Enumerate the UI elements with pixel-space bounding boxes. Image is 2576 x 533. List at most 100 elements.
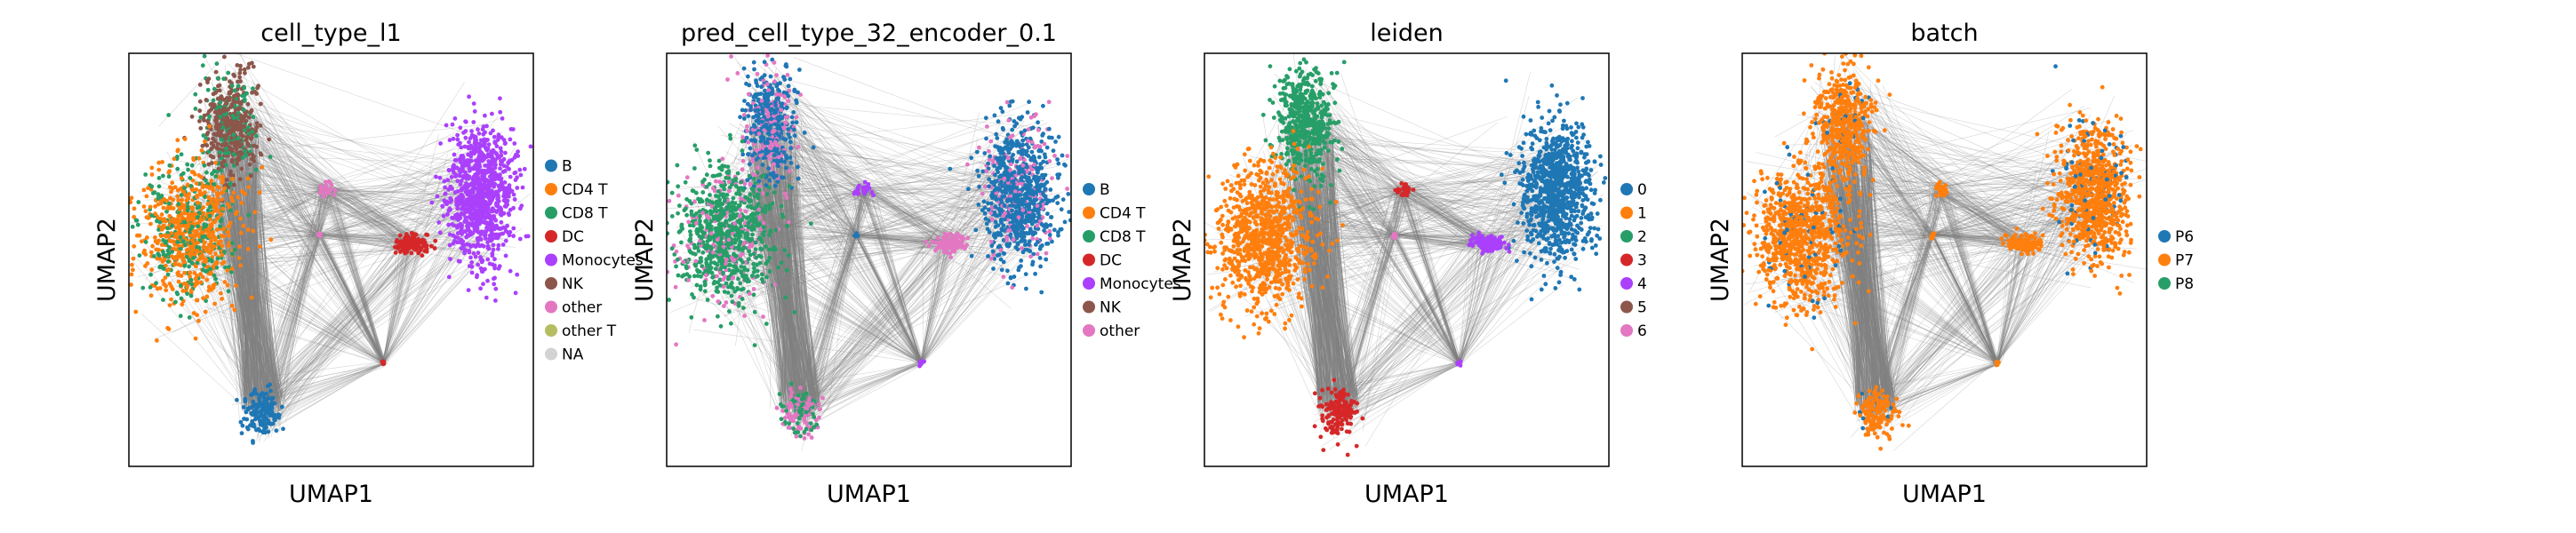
scatter-point [767, 269, 772, 274]
scatter-point [161, 173, 165, 179]
scatter-point [445, 212, 450, 217]
scatter-point [176, 279, 181, 284]
scatter-point [245, 426, 251, 432]
panel-title: cell_type_l1 [260, 20, 401, 47]
scatter-point [485, 146, 491, 151]
scatter-point [772, 162, 777, 167]
scatter-point [412, 240, 417, 245]
legend-label: DC [562, 228, 584, 246]
scatter-point [461, 185, 467, 190]
scatter-point [491, 162, 496, 167]
scatter-point [714, 199, 719, 204]
scatter-point [485, 240, 490, 245]
scatter-point [167, 169, 172, 174]
scatter-point [707, 181, 712, 187]
scatter-point [220, 124, 226, 130]
scatter-point [1031, 202, 1036, 206]
scatter-point [231, 98, 236, 103]
scatter-point [518, 172, 524, 178]
scatter-point [708, 266, 714, 270]
scatter-point [475, 227, 479, 233]
scatter-point [760, 75, 764, 80]
scatter-point [765, 114, 771, 119]
scatter-point [249, 136, 253, 141]
scatter-point [175, 240, 180, 244]
scatter-point [131, 256, 136, 261]
scatter-point [702, 177, 707, 182]
scatter-point [478, 286, 483, 291]
scatter-point [766, 88, 772, 93]
scatter-point [186, 195, 191, 201]
scatter-point [766, 166, 771, 171]
scatter-point [220, 243, 225, 249]
scatter-point [460, 162, 466, 167]
scatter-point [212, 282, 218, 287]
scatter-point [767, 233, 772, 237]
scatter-point [1040, 243, 1044, 248]
scatter-point [1020, 138, 1025, 143]
scatter-point [1028, 115, 1034, 120]
scatter-point [1037, 256, 1043, 260]
scatter-point [497, 264, 502, 269]
scatter-point [166, 174, 172, 179]
scatter-point [716, 189, 721, 194]
scatter-point [788, 161, 794, 165]
scatter-point [746, 220, 751, 226]
scatter-point [1036, 120, 1040, 125]
legend-label: Monocytes [562, 252, 644, 270]
scatter-point [218, 115, 223, 120]
scatter-point [698, 219, 702, 224]
scatter-point [212, 244, 217, 249]
scatter-point [246, 212, 252, 218]
scatter-point [463, 119, 468, 124]
scatter-point [735, 171, 740, 176]
scatter-point [208, 251, 213, 255]
scatter-point [251, 439, 255, 443]
scatter-point [200, 63, 205, 68]
scatter-point [1029, 139, 1035, 145]
scatter-point [1001, 223, 1006, 228]
scatter-point [454, 172, 459, 178]
scatter-point [998, 233, 1004, 237]
scatter-point [511, 226, 516, 231]
scatter-point [198, 272, 204, 277]
scatter-point [452, 116, 458, 121]
scatter-point [500, 187, 505, 192]
scatter-point [145, 235, 149, 240]
scatter-point [212, 204, 216, 210]
scatter-point [498, 96, 502, 101]
scatter-point [175, 166, 180, 171]
scatter-point [740, 274, 745, 279]
scatter-point [247, 162, 252, 167]
scatter-point [156, 238, 162, 243]
scatter-point [251, 228, 256, 234]
scatter-point [1039, 290, 1044, 295]
scatter-point [246, 115, 252, 120]
scatter-point [1016, 204, 1021, 210]
umap-panel-2: pred_cell_type_32_encoder_0.1UMAP1UMAP2B… [631, 20, 1181, 508]
scatter-point [1032, 155, 1037, 161]
scatter-point [717, 197, 723, 203]
scatter-point [729, 293, 734, 298]
scatter-point [446, 274, 452, 280]
scatter-point [727, 224, 732, 228]
scatter-point [149, 213, 155, 218]
scatter-point [204, 294, 210, 299]
scatter-point [729, 282, 733, 287]
scatter-point [794, 120, 799, 125]
scatter-point [746, 204, 750, 210]
scatter-point [183, 224, 188, 228]
scatter-point [156, 227, 161, 232]
scatter-point [418, 245, 422, 250]
scatter-point [1025, 110, 1030, 115]
scatter-point [780, 212, 785, 218]
scatter-point [792, 133, 797, 139]
scatter-point [1051, 148, 1056, 154]
scatter-point [207, 243, 212, 249]
scatter-point [779, 107, 784, 113]
scatter-point [478, 266, 484, 271]
scatter-point [455, 231, 460, 235]
scatter-point [268, 413, 272, 418]
scatter-point [693, 220, 699, 226]
scatter-point [719, 236, 724, 241]
